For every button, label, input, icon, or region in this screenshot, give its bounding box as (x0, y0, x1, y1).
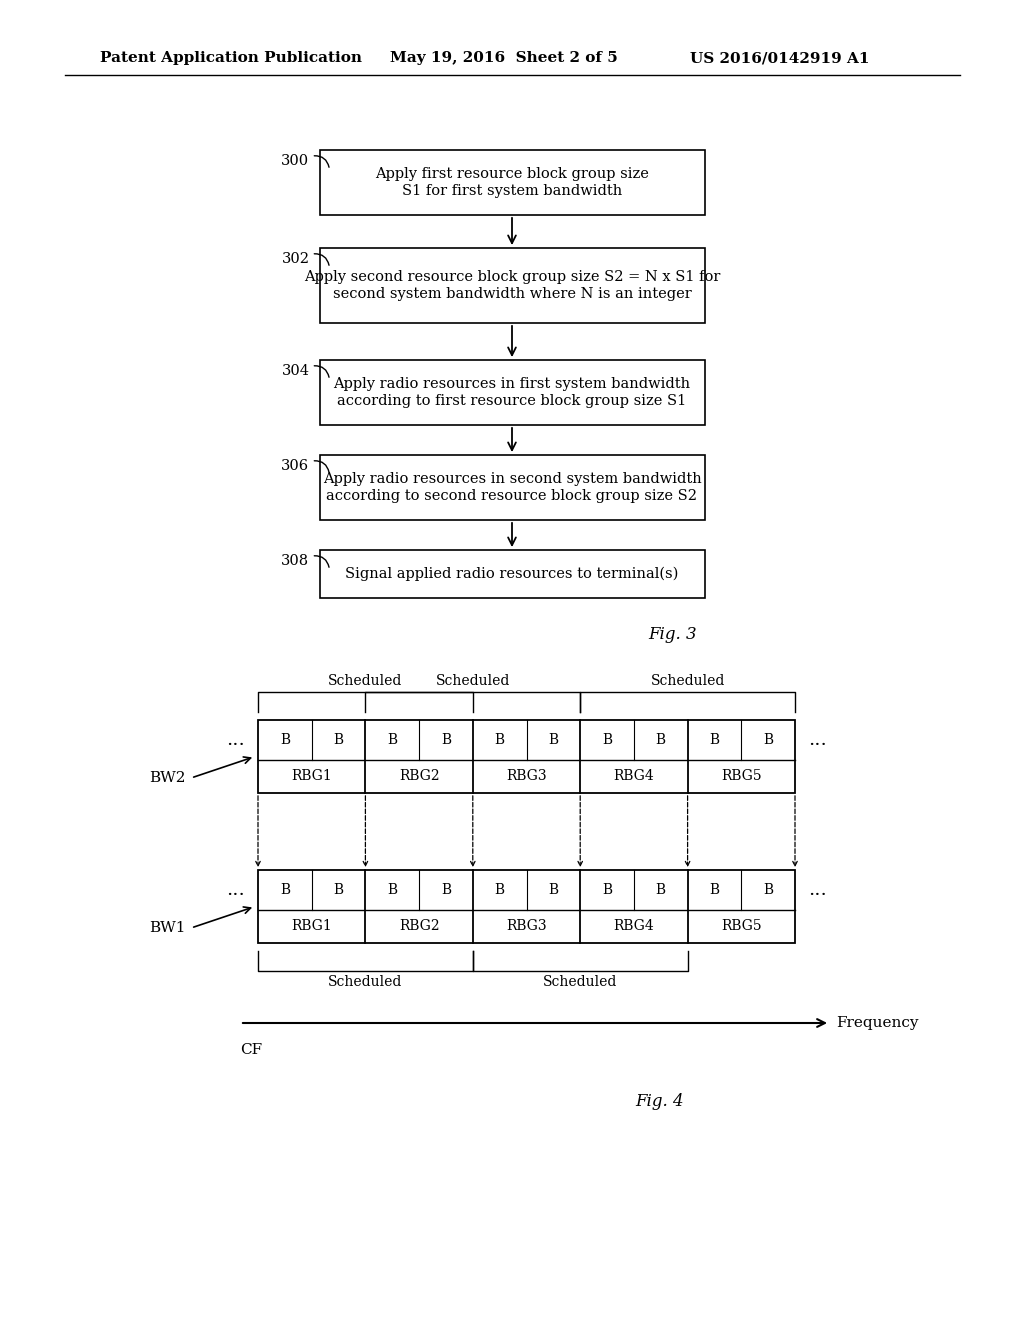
Text: RBG4: RBG4 (613, 770, 654, 784)
Bar (258, 719, 795, 793)
Text: CF: CF (240, 1043, 262, 1057)
Bar (319, 150, 705, 215)
Text: Fig. 3: Fig. 3 (648, 626, 696, 643)
Text: B: B (655, 883, 666, 898)
Text: RBG3: RBG3 (506, 770, 547, 784)
Text: Apply radio resources in second system bandwidth
according to second resource bl: Apply radio resources in second system b… (323, 473, 701, 503)
Text: RBG1: RBG1 (291, 920, 332, 933)
Bar (258, 870, 795, 942)
Text: ...: ... (226, 731, 246, 748)
Text: Scheduled: Scheduled (543, 975, 617, 989)
Text: Scheduled: Scheduled (435, 675, 510, 688)
Text: Frequency: Frequency (836, 1016, 919, 1030)
Text: B: B (280, 883, 290, 898)
Text: B: B (602, 733, 612, 747)
Text: B: B (548, 733, 558, 747)
Text: 304: 304 (282, 364, 309, 378)
Text: BW2: BW2 (150, 771, 186, 785)
Text: Scheduled: Scheduled (329, 675, 402, 688)
Text: 300: 300 (282, 154, 309, 168)
Text: ...: ... (808, 731, 826, 748)
Text: Apply second resource block group size S2 = N x S1 for
second system bandwidth w: Apply second resource block group size S… (304, 271, 720, 301)
Text: BW1: BW1 (150, 921, 186, 935)
Text: US 2016/0142919 A1: US 2016/0142919 A1 (690, 51, 869, 65)
Text: ...: ... (226, 880, 246, 899)
Text: B: B (763, 883, 773, 898)
Text: RBG3: RBG3 (506, 920, 547, 933)
Text: B: B (334, 883, 344, 898)
Text: Apply radio resources in first system bandwidth
according to first resource bloc: Apply radio resources in first system ba… (334, 378, 690, 408)
Bar (319, 360, 705, 425)
Text: B: B (710, 733, 720, 747)
Text: B: B (441, 733, 451, 747)
Bar (319, 455, 705, 520)
Text: Patent Application Publication: Patent Application Publication (100, 51, 362, 65)
Text: 308: 308 (282, 554, 309, 568)
Text: B: B (387, 883, 397, 898)
Text: RBG4: RBG4 (613, 920, 654, 933)
Text: Apply first resource block group size
S1 for first system bandwidth: Apply first resource block group size S1… (375, 168, 649, 198)
Text: B: B (495, 883, 505, 898)
Text: RBG1: RBG1 (291, 770, 332, 784)
Text: B: B (280, 733, 290, 747)
Text: B: B (548, 883, 558, 898)
Bar (319, 248, 705, 323)
Text: B: B (495, 733, 505, 747)
Text: B: B (655, 733, 666, 747)
Text: Signal applied radio resources to terminal(s): Signal applied radio resources to termin… (345, 566, 679, 581)
Text: B: B (763, 733, 773, 747)
Text: ...: ... (808, 880, 826, 899)
Text: 302: 302 (282, 252, 309, 267)
Text: Scheduled: Scheduled (650, 675, 725, 688)
Text: RBG5: RBG5 (721, 770, 762, 784)
Text: B: B (441, 883, 451, 898)
Text: 306: 306 (282, 459, 309, 473)
Text: B: B (334, 733, 344, 747)
Text: B: B (710, 883, 720, 898)
Text: May 19, 2016  Sheet 2 of 5: May 19, 2016 Sheet 2 of 5 (390, 51, 617, 65)
Text: RBG2: RBG2 (398, 920, 439, 933)
Text: Fig. 4: Fig. 4 (635, 1093, 684, 1110)
Bar (319, 550, 705, 598)
Text: Scheduled: Scheduled (329, 975, 402, 989)
Text: B: B (387, 733, 397, 747)
Text: B: B (602, 883, 612, 898)
Text: RBG2: RBG2 (398, 770, 439, 784)
Text: RBG5: RBG5 (721, 920, 762, 933)
